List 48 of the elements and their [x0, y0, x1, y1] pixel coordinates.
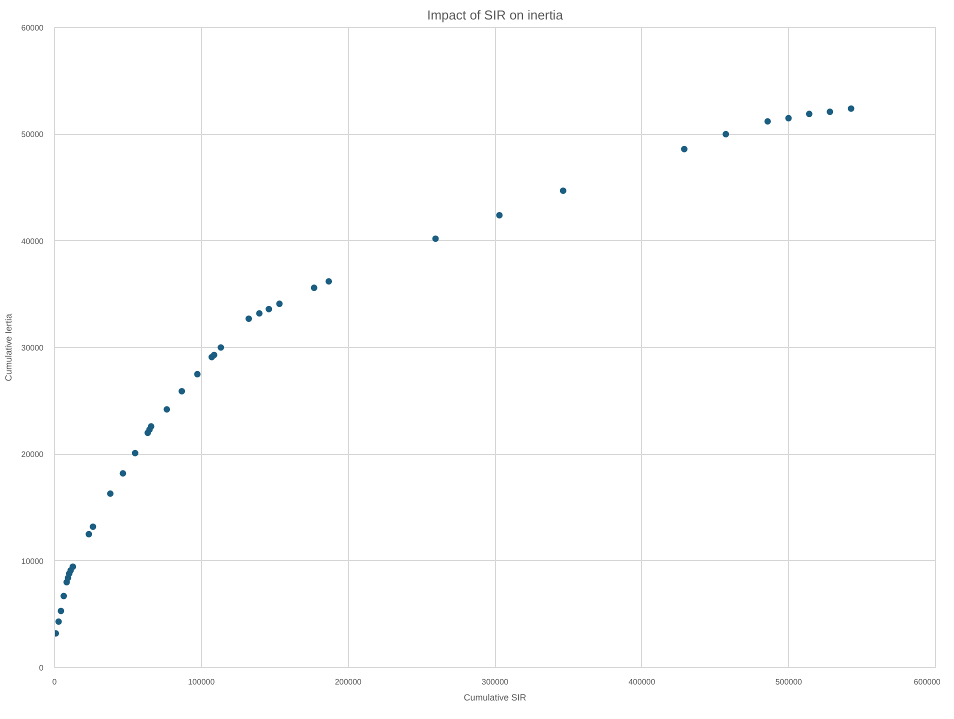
- point: [848, 105, 854, 112]
- point: [148, 423, 154, 430]
- point: [276, 300, 283, 308]
- y-tick-label: 50000: [21, 130, 44, 140]
- point: [218, 344, 224, 351]
- y-tick-label: 30000: [21, 344, 44, 352]
- point: [496, 212, 503, 218]
- point: [256, 310, 263, 317]
- point: [326, 278, 332, 285]
- point: [58, 608, 64, 614]
- point: [86, 530, 92, 538]
- x-tick-label: 500000: [775, 678, 803, 686]
- x-tick-label: 200000: [334, 678, 362, 686]
- point: [70, 563, 76, 570]
- point: [806, 110, 812, 118]
- x-tick-label: 300000: [482, 678, 509, 686]
- point: [722, 130, 730, 138]
- point: [60, 592, 67, 600]
- y-tick-label: 0: [39, 664, 44, 672]
- point: [764, 118, 771, 125]
- y-tick-label: 20000: [21, 450, 44, 460]
- point: [266, 306, 272, 312]
- point: [132, 450, 138, 456]
- y-tick-label: 60000: [21, 24, 44, 32]
- x-tick-label: 100000: [188, 678, 216, 686]
- point: [194, 370, 201, 378]
- point: [785, 114, 792, 122]
- point: [107, 490, 114, 497]
- point: [120, 470, 126, 477]
- point: [164, 406, 170, 413]
- point: [246, 315, 252, 322]
- point: [681, 146, 688, 152]
- x-axis-title: Cumulative SIR: [464, 692, 527, 702]
- y-tick-label: 10000: [21, 556, 44, 566]
- point: [826, 108, 834, 116]
- chart-title: Impact of SIR on inertia: [427, 8, 564, 22]
- point: [432, 235, 439, 242]
- y-axis-title: Cumulative Iertia: [3, 314, 14, 382]
- x-tick-label: 600000: [914, 678, 942, 686]
- point: [210, 352, 218, 358]
- point: [90, 523, 96, 530]
- point: [55, 618, 62, 625]
- point: [310, 284, 318, 292]
- x-tick-label: 400000: [628, 678, 656, 686]
- x-tick-label: 0: [52, 678, 58, 686]
- point: [560, 187, 566, 194]
- point: [178, 388, 186, 394]
- y-tick-label: 40000: [21, 236, 44, 246]
